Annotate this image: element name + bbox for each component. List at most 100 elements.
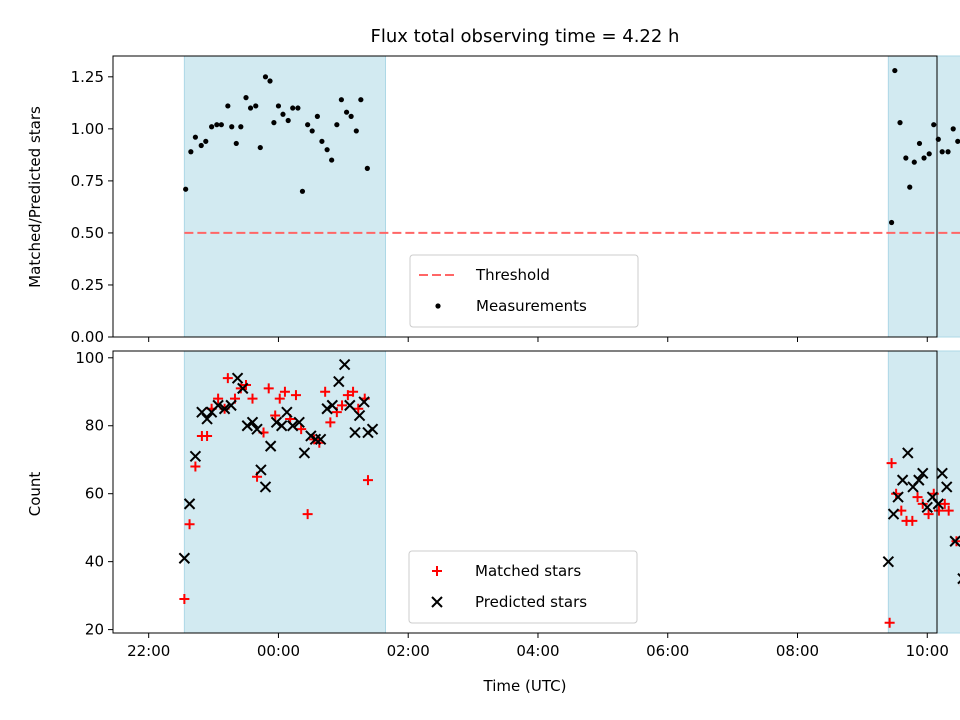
matched-star-point	[337, 400, 348, 411]
predicted-star-point	[255, 464, 267, 476]
matched-star-point	[302, 509, 313, 520]
measurement-point	[229, 124, 235, 130]
x-tick-label: 06:00	[646, 642, 689, 660]
matched-star-point	[923, 509, 934, 520]
predicted-star-point	[887, 508, 900, 520]
predicted-star-point	[338, 358, 351, 371]
matched-star-point	[270, 410, 281, 421]
matched-star-point	[184, 519, 195, 530]
matched-star-point	[891, 488, 902, 499]
x-tick-label: 04:00	[516, 642, 559, 660]
measurement-point	[314, 113, 320, 119]
measurement-point	[939, 149, 945, 155]
measurement-point	[253, 103, 259, 109]
x-tick-label: 02:00	[387, 642, 430, 660]
matched-star-point	[296, 424, 307, 435]
measurement-point	[271, 120, 277, 126]
measurement-point	[324, 147, 330, 153]
predicted-star-point	[309, 433, 322, 446]
predicted-star-point	[344, 399, 356, 412]
legend-predicted-swatch	[431, 596, 443, 608]
measurement-point	[218, 122, 224, 128]
measurement-point	[892, 67, 898, 74]
predicted-star-point	[896, 474, 909, 486]
measurement-point	[209, 124, 215, 130]
measurement-point	[188, 149, 194, 155]
matched-star-point	[222, 373, 233, 384]
predicted-star-point	[333, 375, 345, 388]
legend-matched-swatch	[432, 566, 442, 576]
measurement-point	[348, 113, 354, 119]
legend-box	[409, 254, 639, 328]
predicted-star-point	[353, 409, 366, 422]
predicted-star-point	[932, 498, 945, 510]
measurement-point	[334, 122, 340, 128]
predicted-star-point	[259, 481, 272, 493]
measurement-point	[903, 155, 909, 161]
predicted-star-point	[196, 406, 208, 418]
measurement-point	[950, 126, 956, 132]
y-tick-label: 0.25	[71, 276, 104, 294]
measurement-point	[907, 184, 913, 190]
measurement-point	[299, 188, 306, 194]
predicted-star-point	[281, 406, 293, 418]
measurement-point	[358, 97, 364, 103]
ratio-plot: 0.00 0.25 0.50 0.75 1.00 1.25 Threshold Measure…	[71, 55, 960, 346]
measurement-point	[888, 219, 895, 226]
measurement-point	[911, 159, 917, 165]
x-tick-label: 08:00	[776, 642, 819, 660]
predicted-star-point	[251, 423, 263, 435]
predicted-star-point	[270, 416, 283, 429]
measurement-point	[343, 109, 350, 115]
matched-star-point	[247, 393, 258, 404]
series-measurements	[183, 67, 960, 226]
predicted-star-point	[241, 420, 254, 432]
predicted-star-point	[275, 420, 288, 432]
predicted-star-point	[882, 555, 895, 568]
matched-star-point	[179, 594, 190, 605]
measurement-point	[338, 97, 344, 103]
matched-star-point	[362, 475, 373, 486]
matched-star-point	[320, 386, 331, 397]
measurement-point	[353, 128, 359, 134]
predicted-star-point	[212, 399, 224, 412]
predicted-star-point	[246, 416, 259, 429]
predicted-star-point	[178, 552, 191, 564]
measurement-point	[955, 138, 960, 144]
observing-window-1	[887, 350, 960, 634]
measurement-point	[945, 149, 951, 155]
measurement-point	[916, 140, 923, 147]
predicted-star-point	[287, 420, 299, 432]
predicted-star-point	[321, 403, 333, 415]
axes-frame	[112, 350, 938, 634]
figure-title: Flux total observing time = 4.22 h	[371, 26, 680, 47]
y-tick-label: 0.75	[71, 172, 104, 190]
predicted-star-point	[949, 535, 960, 547]
measurement-point	[329, 157, 335, 163]
matched-star-point	[353, 403, 364, 414]
x-tick-label: 22:00	[127, 642, 170, 660]
measurement-point	[364, 165, 370, 171]
matched-star-point	[939, 498, 950, 509]
matched-star-point	[943, 505, 954, 516]
matched-star-point	[202, 430, 213, 441]
matched-star-point	[342, 390, 353, 401]
matched-star-point	[263, 383, 274, 394]
y-tick-label: 1.00	[71, 120, 104, 138]
x-tick-label: 10:00	[906, 642, 949, 660]
measurement-point	[305, 122, 311, 128]
measurement-point	[198, 142, 204, 149]
measurement-point	[238, 124, 244, 130]
predicted-star-point	[293, 416, 305, 429]
measurement-point	[267, 78, 273, 84]
measurement-point	[295, 105, 301, 111]
measurement-point	[280, 111, 286, 117]
measurement-point	[257, 144, 263, 151]
predicted-star-point	[183, 498, 196, 510]
predicted-star-point	[237, 382, 249, 395]
legend-label: Matched stars	[475, 562, 581, 580]
y-axis-label-ratio: Matched/Predicted stars	[26, 106, 44, 288]
y-tick-label: 0.50	[71, 224, 104, 242]
predicted-star-point	[358, 396, 370, 408]
